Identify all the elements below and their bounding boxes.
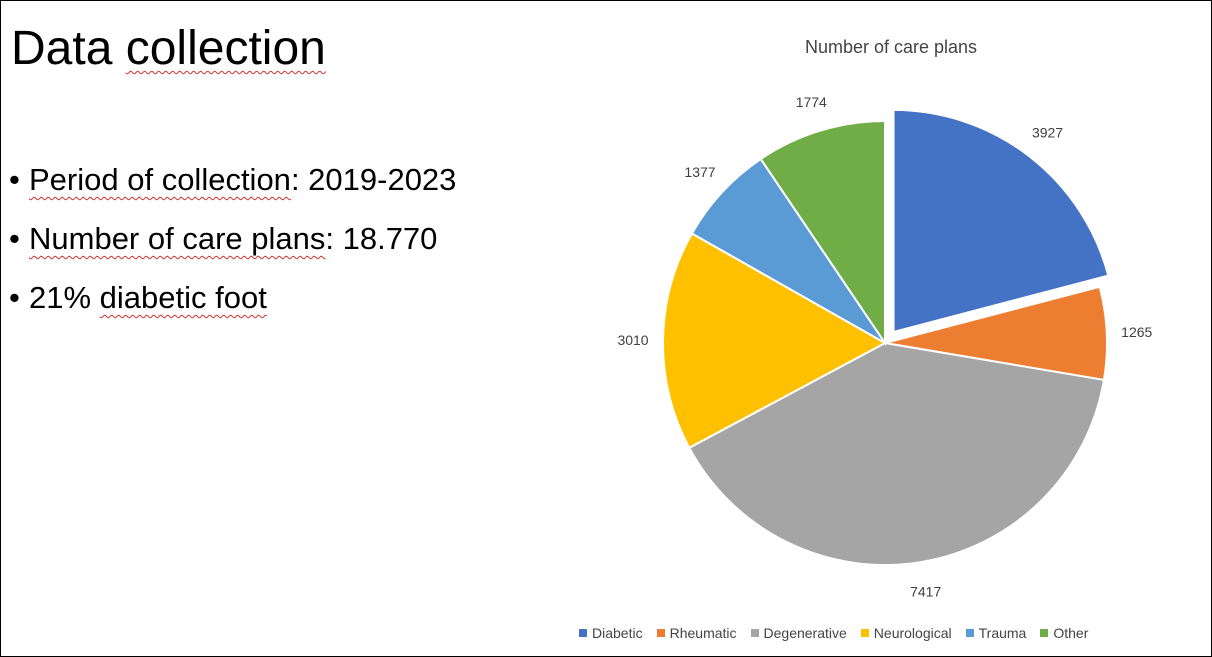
legend-label: Trauma <box>978 625 1027 641</box>
legend-swatch-icon <box>656 629 665 637</box>
legend-label: Degenerative <box>763 625 847 641</box>
legend-label: Other <box>1053 625 1089 641</box>
bullet-number: • Number of care plans: 18.770 <box>9 220 456 258</box>
legend-label: Neurological <box>873 625 952 641</box>
pie-slice-diabetic <box>892 108 1110 334</box>
legend-label: Diabetic <box>592 625 643 641</box>
data-label-neurological: 3010 <box>617 332 648 348</box>
bullet-dot-icon: • <box>9 280 20 315</box>
legend-label: Rheumatic <box>669 625 737 641</box>
data-label-degenerative: 7417 <box>910 584 941 600</box>
bullet-diabetic: • 21% diabetic foot <box>9 279 456 317</box>
slide-title: Data collection <box>11 25 326 73</box>
data-label-other: 1774 <box>796 94 827 110</box>
legend-swatch-icon <box>579 629 587 637</box>
legend-item-neurological: Neurological <box>860 625 952 641</box>
legend-item-other: Other <box>1040 625 1088 641</box>
bullet-dot-icon: • <box>9 162 20 197</box>
legend-swatch-icon <box>750 629 759 637</box>
bullet-period-value: : 2019-2023 <box>290 162 457 197</box>
bullet-list: • Period of collection: 2019-2023 • Numb… <box>9 161 456 338</box>
title-word-2: collection <box>125 22 326 75</box>
data-label-trauma: 1377 <box>684 164 715 180</box>
data-label-rheumatic: 1265 <box>1121 324 1152 340</box>
pie-slice-other <box>759 119 886 347</box>
pie-chart: 3927 1265 7417 3010 1377 1774 <box>617 94 1152 600</box>
legend-swatch-icon <box>1040 629 1049 637</box>
legend-item-degenerative: Degenerative <box>750 625 847 641</box>
title-word-1: Data <box>11 22 113 75</box>
bullet-period-label: Period of collection <box>29 162 291 197</box>
pie-slice-degenerative <box>687 341 1106 566</box>
bullet-diabetic-prefix: 21% <box>29 280 100 315</box>
legend-item-diabetic: Diabetic <box>579 625 643 641</box>
bullet-dot-icon: • <box>9 221 20 256</box>
pie-slice-trauma <box>690 157 886 344</box>
bullet-diabetic-label: diabetic foot <box>99 280 267 315</box>
bullet-period: • Period of collection: 2019-2023 <box>9 161 456 199</box>
bullet-number-label: Number of care plans <box>29 221 326 256</box>
legend-item-rheumatic: Rheumatic <box>656 625 737 641</box>
data-label-diabetic: 3927 <box>1032 124 1063 140</box>
legend-swatch-icon <box>965 629 974 637</box>
bullet-number-value: : 18.770 <box>325 221 438 256</box>
legend-swatch-icon <box>860 629 869 637</box>
chart-title: Number of care plans <box>804 37 978 57</box>
pie-slice-neurological <box>662 232 888 450</box>
chart-legend: Diabetic Rheumatic Degenerative Neurologica… <box>579 625 1088 641</box>
legend-item-trauma: Trauma <box>965 625 1027 641</box>
